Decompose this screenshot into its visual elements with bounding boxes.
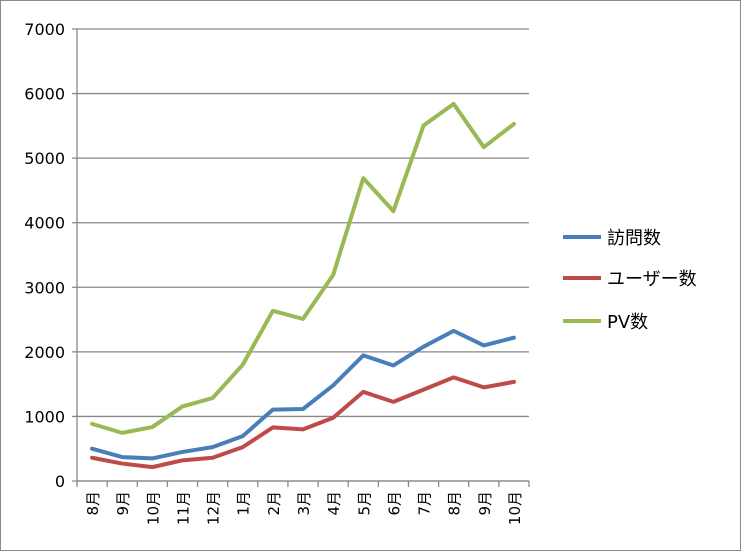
series-line-2: [90, 101, 516, 435]
x-tick-label: 1月: [235, 491, 253, 516]
y-tick-label: 0: [55, 472, 65, 491]
y-tick-label: 1000: [24, 407, 65, 426]
y-tick-label: 7000: [24, 20, 65, 39]
x-tick-label: 3月: [295, 491, 313, 516]
x-tick-label: 9月: [476, 491, 494, 516]
y-tick-label: 5000: [24, 149, 65, 168]
x-tick-label: 8月: [446, 491, 464, 516]
legend-label: PV数: [607, 312, 648, 333]
legend-label: 訪問数: [607, 228, 661, 249]
x-tick-label: 8月: [84, 491, 102, 516]
y-tick-label: 3000: [24, 278, 65, 297]
x-tick-label: 10月: [506, 491, 524, 525]
legend-label: ユーザー数: [607, 269, 697, 290]
x-tick-label: 4月: [325, 491, 343, 516]
x-tick-label: 5月: [355, 491, 373, 516]
x-tick-label: 2月: [265, 491, 283, 516]
x-tick-label: 10月: [144, 491, 162, 525]
x-tick-label: 6月: [385, 491, 403, 516]
y-tick-label: 4000: [24, 214, 65, 233]
x-tick-label: 9月: [114, 491, 132, 516]
x-tick-label: 12月: [205, 491, 223, 525]
y-tick-label: 6000: [24, 85, 65, 104]
x-tick-label: 7月: [416, 491, 434, 516]
y-tick-label: 2000: [24, 343, 65, 362]
series-line-1: [90, 375, 516, 470]
series-line-0: [90, 328, 516, 461]
x-tick-label: 11月: [174, 491, 192, 525]
